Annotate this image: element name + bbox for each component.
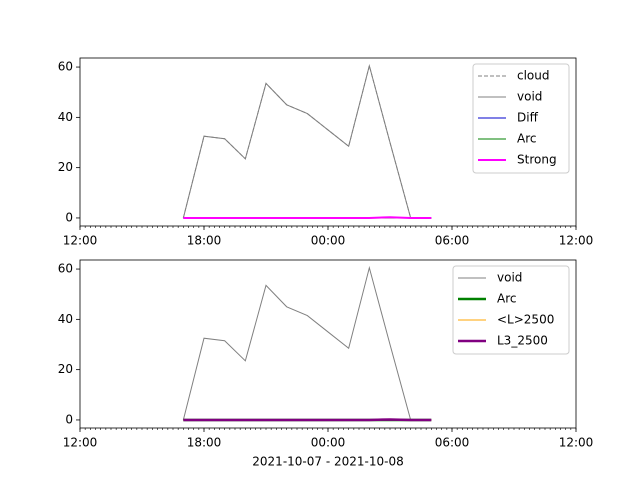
series-line (183, 216, 432, 219)
legend-label: Diff (517, 111, 539, 125)
legend: cloud void Diff Arc Strong (472, 63, 570, 174)
x-tick-label: 18:00 (187, 436, 222, 450)
axes-frame (79, 259, 577, 429)
series-line (182, 265, 412, 421)
legend-label: void (497, 271, 522, 285)
x-tick-label: 00:00 (311, 436, 346, 450)
x-tick-label: 06:00 (435, 234, 470, 248)
legend-box (472, 63, 570, 174)
y-tick-label: 20 (58, 362, 73, 376)
legend-label: L3_2500 (497, 334, 548, 348)
axes: 12:00 18:00 00:00 06:00 12:00 0 20 40 60 cloud voi… (58, 57, 594, 248)
y-tick-label: 40 (58, 110, 73, 124)
legend: void Arc <L>2500 L3_2500 (452, 265, 570, 355)
series-line (183, 418, 432, 422)
legend-box (452, 265, 570, 355)
y-tick-label: 60 (58, 60, 73, 74)
axes-frame (79, 57, 577, 227)
legend-label: void (517, 90, 542, 104)
x-tick-label: 06:00 (435, 436, 470, 450)
legend-label: Strong (517, 153, 557, 167)
series-line (182, 63, 412, 219)
y-tick-label: 0 (65, 412, 73, 426)
y-tick-label: 60 (58, 262, 73, 276)
series-line (182, 63, 412, 219)
y-tick-label: 40 (58, 312, 73, 326)
x-tick-label: 12:00 (559, 234, 594, 248)
axes: 12:00 18:00 00:00 06:00 12:00 0 20 40 60 2021-10-… (58, 259, 594, 469)
y-tick-label: 0 (65, 210, 73, 224)
y-tick-label: 20 (58, 160, 73, 174)
x-tick-label: 12:00 (559, 436, 594, 450)
legend-label: Arc (497, 292, 516, 306)
x-tick-label: 12:00 (63, 436, 98, 450)
legend-label: <L>2500 (497, 313, 554, 327)
x-tick-label: 00:00 (311, 234, 346, 248)
x-tick-label: 12:00 (63, 234, 98, 248)
x-tick-label: 18:00 (187, 234, 222, 248)
legend-label: cloud (517, 69, 550, 83)
legend-label: Arc (517, 132, 536, 146)
x-axis-label: 2021-10-07 - 2021-10-08 (252, 455, 403, 469)
